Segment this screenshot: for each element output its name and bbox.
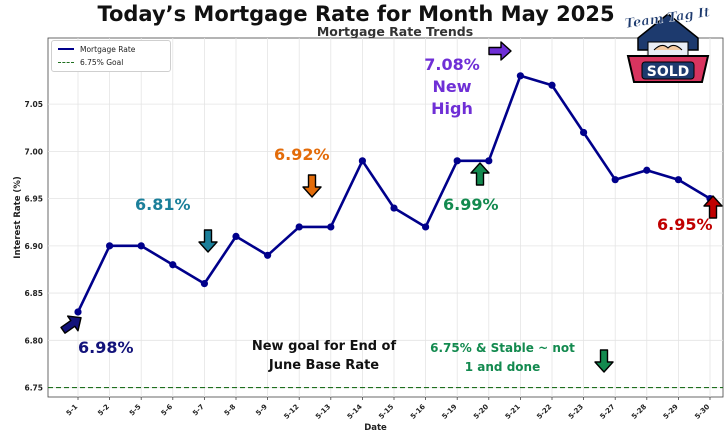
- x-tick-label: 5-12: [283, 403, 301, 421]
- arrow-down-icon: [198, 229, 218, 253]
- x-tick-label: 5-13: [314, 403, 332, 421]
- arrow-shape: [703, 195, 723, 219]
- arrow-right-icon: [488, 41, 512, 61]
- data-point: [358, 157, 366, 165]
- arrow-shape: [198, 229, 218, 253]
- page-title: Today’s Mortgage Rate for Month May 2025: [97, 2, 615, 26]
- stable-note-line2: 1 and done: [464, 360, 541, 374]
- data-point: [295, 223, 303, 231]
- x-axis-label: Date: [364, 423, 387, 433]
- data-point: [611, 176, 619, 184]
- data-point: [74, 308, 82, 316]
- goal-note-line1: New goal for End of: [251, 339, 397, 354]
- x-tick-label: 5-7: [191, 403, 206, 418]
- data-point: [674, 176, 683, 184]
- x-tick-label: 5-14: [346, 403, 364, 421]
- x-tick-label: 5-23: [567, 403, 585, 421]
- annotation-start: 6.98%: [78, 338, 134, 357]
- chart-subtitle: Mortgage Rate Trends: [316, 24, 474, 39]
- annotation-new-high: 7.08% New High: [412, 54, 492, 120]
- y-tick-label: 7.00: [24, 147, 43, 156]
- y-tick-label: 6.90: [24, 242, 43, 251]
- plot-area: [47, 37, 724, 398]
- x-tick-label: 5-15: [377, 403, 395, 421]
- annotation-692: 6.92%: [274, 145, 330, 164]
- arrow-down-icon: [594, 349, 614, 373]
- annotation-goal-note: New goal for End of June Base Rate: [244, 337, 404, 375]
- data-point: [516, 72, 525, 80]
- data-point: [643, 166, 651, 174]
- x-tick-label: 5-9: [254, 403, 269, 418]
- x-tick-label: 5-20: [472, 403, 490, 421]
- x-tick-label: 5-22: [535, 403, 553, 421]
- data-point: [232, 232, 240, 240]
- y-tick-label: 6.75: [24, 384, 43, 393]
- data-point: [327, 223, 335, 231]
- x-tick-label: 5-21: [504, 403, 522, 421]
- arrow-up-icon: [470, 162, 490, 186]
- legend-swatch-solid: [58, 48, 74, 50]
- x-tick-label: 5-28: [630, 403, 648, 421]
- annotation-high-value: 7.08%: [424, 55, 480, 74]
- arrow-shape: [594, 349, 614, 373]
- annotation-699: 6.99%: [443, 195, 499, 214]
- legend-label: Mortgage Rate: [80, 44, 136, 54]
- x-tick-label: 5-27: [599, 403, 617, 421]
- chart-legend: Mortgage Rate 6.75% Goal: [51, 40, 171, 72]
- data-point: [453, 157, 461, 165]
- annotation-high-label: New High: [431, 77, 473, 118]
- x-tick-label: 5-2: [96, 403, 111, 418]
- arrow-shape: [470, 162, 490, 186]
- x-tick-label: 5-16: [409, 403, 427, 421]
- x-tick-label: 5-1: [65, 403, 80, 418]
- x-tick-label: 5-8: [223, 403, 238, 418]
- y-tick-label: 6.80: [24, 336, 43, 345]
- x-tick-label: 5-30: [693, 403, 711, 421]
- legend-item-goal: 6.75% Goal: [58, 57, 123, 67]
- arrow-shape: [302, 174, 322, 198]
- arrow-up-icon: [703, 195, 723, 219]
- data-point: [548, 81, 556, 89]
- y-tick-label: 7.05: [24, 100, 43, 109]
- legend-swatch-dashed: [58, 61, 74, 63]
- annotation-end: 6.95%: [657, 215, 713, 234]
- annotation-stable-note: 6.75% & Stable ~ not 1 and done: [415, 339, 590, 377]
- goal-note-line2: June Base Rate: [268, 358, 380, 373]
- y-tick-label: 6.85: [24, 289, 43, 298]
- logo-sold-text: SOLD: [647, 64, 690, 80]
- data-point: [264, 251, 272, 259]
- arrow-shape: [60, 315, 82, 334]
- house-handshake-logo-icon: SOLD Team Tag It: [624, 5, 711, 83]
- data-point: [169, 261, 177, 269]
- arrow-up-right-icon: [60, 315, 82, 334]
- data-point: [200, 280, 208, 288]
- x-tick-label: 5-5: [128, 403, 143, 418]
- x-tick-label: 5-19: [441, 403, 459, 421]
- data-point: [390, 204, 398, 212]
- data-point: [106, 242, 114, 250]
- data-point: [422, 223, 430, 231]
- y-axis-label: Interest Rate (%): [13, 176, 23, 259]
- legend-label: 6.75% Goal: [80, 57, 124, 67]
- arrow-down-icon: [302, 174, 322, 198]
- annotation-681: 6.81%: [135, 195, 191, 214]
- data-point: [580, 128, 588, 137]
- data-point: [485, 157, 493, 165]
- x-tick-label: 5-6: [160, 403, 175, 418]
- y-tick-label: 6.95: [24, 195, 43, 204]
- data-point: [137, 242, 145, 250]
- legend-item-mortgage-rate: Mortgage Rate: [58, 44, 135, 54]
- stable-note-line1: 6.75% & Stable ~ not: [430, 341, 575, 355]
- x-tick-label: 5-29: [662, 403, 680, 421]
- arrow-shape: [488, 41, 512, 61]
